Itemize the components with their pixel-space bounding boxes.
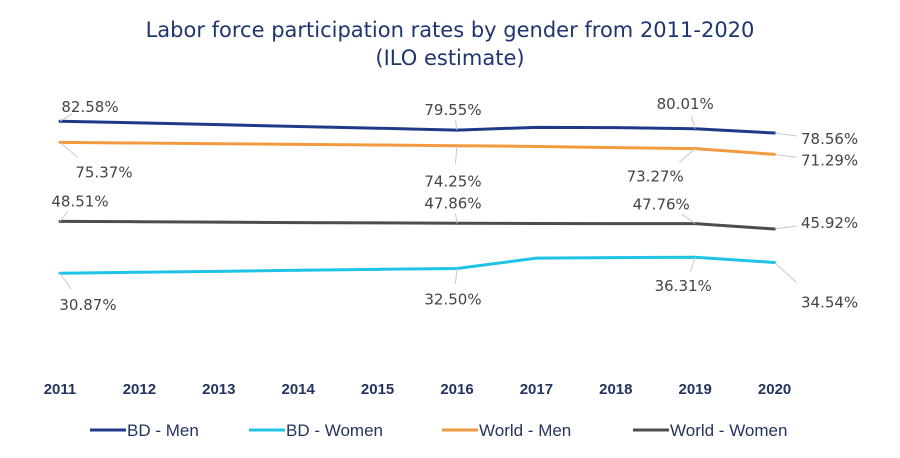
legend-item: World - Men (442, 421, 571, 440)
data-label: 34.54% (801, 293, 858, 311)
data-label: 47.86% (424, 194, 481, 212)
legend-item: BD - Men (90, 421, 199, 440)
series-line-bd-men (59, 119, 775, 135)
leader-line (59, 211, 69, 222)
data-label: 75.37% (75, 163, 132, 181)
data-point (217, 142, 221, 146)
data-point (614, 256, 618, 260)
data-label: 48.51% (51, 192, 108, 210)
data-point (534, 256, 538, 260)
chart-subtitle: (ILO estimate) (375, 46, 525, 70)
x-tick-label: 2018 (599, 381, 632, 398)
data-point (614, 146, 618, 150)
leader-line (454, 120, 458, 131)
leader-line (774, 262, 797, 283)
leader-line (454, 145, 458, 164)
data-label: 30.87% (59, 296, 116, 314)
data-label: 79.55% (424, 101, 481, 119)
x-tick-label: 2013 (202, 381, 235, 398)
data-label: 47.76% (633, 196, 690, 214)
data-label: 45.92% (801, 214, 858, 232)
legend-item: BD - Women (249, 421, 383, 440)
leader-line (690, 116, 696, 129)
data-point (296, 221, 300, 225)
x-tick-label: 2016 (440, 381, 473, 398)
data-point (614, 222, 618, 226)
data-label: 74.25% (424, 173, 481, 191)
leader-line (774, 132, 797, 137)
leader-line (774, 153, 797, 158)
data-label: 36.31% (655, 277, 712, 295)
x-tick-label: 2019 (679, 381, 712, 398)
data-point (376, 221, 380, 225)
data-label: 82.58% (61, 98, 118, 116)
data-point (534, 144, 538, 148)
data-point (376, 126, 380, 130)
series-line-world-women (59, 219, 775, 231)
chart-title: Labor force participation rates by gende… (145, 18, 755, 42)
x-tick-label: 2012 (123, 381, 156, 398)
data-point (137, 270, 141, 274)
leader-line (454, 268, 458, 285)
legend-item: World - Women (633, 421, 787, 440)
data-point (137, 121, 141, 125)
data-label: 73.27% (627, 168, 684, 186)
legend-label: BD - Men (127, 421, 199, 440)
data-label: 32.50% (424, 290, 481, 308)
leader-line (59, 113, 73, 122)
x-tick-label: 2015 (361, 381, 394, 398)
x-tick-label: 2017 (520, 381, 553, 398)
series-line-bd-women (59, 255, 775, 275)
leader-line (59, 142, 78, 158)
data-point (217, 220, 221, 224)
data-label: 80.01% (657, 95, 714, 113)
legend-label: BD - Women (286, 421, 383, 440)
data-point (137, 141, 141, 145)
data-point (376, 267, 380, 271)
data-point (137, 220, 141, 224)
data-point (614, 126, 618, 130)
data-point (217, 269, 221, 273)
leader-line (59, 272, 72, 290)
data-label: 71.29% (801, 151, 858, 169)
series-line-world-men (59, 140, 775, 156)
data-point (534, 221, 538, 225)
legend-label: World - Men (479, 421, 571, 440)
x-tick-label: 2020 (758, 381, 791, 398)
legend-label: World - Women (670, 421, 787, 440)
data-point (217, 123, 221, 127)
x-tick-label: 2011 (44, 381, 77, 398)
data-label: 78.56% (801, 130, 858, 148)
data-point (296, 142, 300, 146)
leader-line (774, 225, 797, 230)
leader-line (689, 257, 696, 272)
x-tick-label: 2014 (282, 381, 316, 398)
data-point (376, 143, 380, 147)
data-point (296, 268, 300, 272)
leader-line (681, 213, 696, 224)
data-point (534, 125, 538, 129)
leader-line (454, 213, 458, 224)
data-point (296, 124, 300, 128)
leader-line (678, 148, 696, 163)
